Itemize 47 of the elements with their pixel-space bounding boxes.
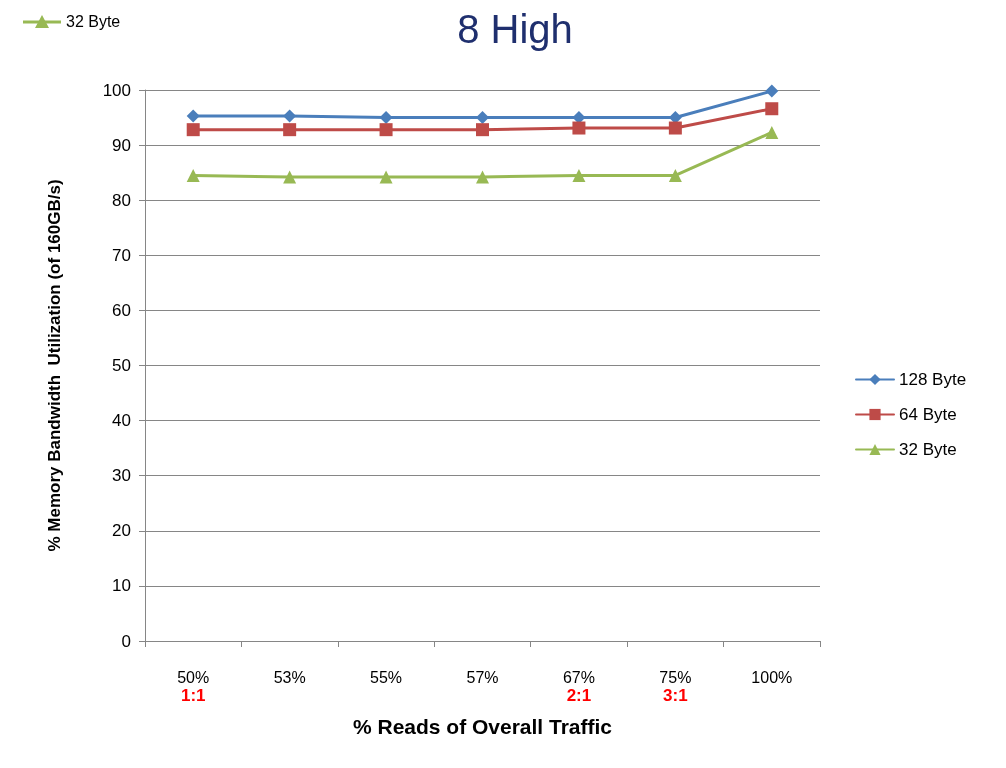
point (379, 123, 393, 137)
point (765, 125, 779, 139)
y-axis-title: % Memory Bandwidth Utilization (of 160GB/s) (45, 179, 64, 552)
y-tick-label: 70 (112, 245, 131, 265)
point (186, 168, 200, 182)
point (668, 121, 682, 135)
chart-title: 8 High (457, 7, 573, 51)
x-tick-label: 67% (562, 668, 595, 686)
x-tick-label: 100% (751, 668, 793, 686)
y-tick-label: 90 (112, 135, 131, 155)
legend-label: 64 Byte (899, 405, 957, 424)
point (379, 111, 393, 125)
point (283, 123, 297, 137)
point (283, 109, 297, 123)
point (765, 84, 779, 98)
point (186, 123, 200, 137)
point (476, 123, 489, 137)
x-tick-label: 50% (177, 668, 210, 686)
point (379, 170, 393, 184)
y-tick-label: 100 (102, 80, 131, 100)
point (572, 168, 586, 182)
y-tick-label: 80 (112, 190, 131, 210)
point (476, 170, 489, 184)
point (668, 168, 682, 182)
x-tick-label: 55% (370, 668, 403, 686)
partial-legend: 32 Byte (22, 13, 121, 31)
y-tick-label: 10 (112, 576, 131, 596)
point (186, 109, 200, 123)
x-axis-title: % Reads of Overall Traffic (352, 715, 613, 738)
x-tick-label: 57% (466, 668, 499, 686)
text: 3:1 (663, 686, 688, 705)
point (283, 170, 297, 184)
point (476, 111, 489, 125)
legend-label: 32 Byte (899, 440, 957, 459)
point (572, 121, 586, 135)
y-tick-label: 0 (121, 631, 131, 651)
y-tick-label: 20 (112, 521, 131, 541)
point (765, 102, 779, 116)
y-tick-label: 60 (112, 300, 131, 320)
x-tick-label: 75% (659, 668, 692, 686)
text: 1:1 (180, 686, 206, 705)
x-tick-label: 53% (273, 668, 306, 686)
y-tick-label: 40 (112, 411, 131, 431)
y-tick-label: 30 (112, 466, 131, 486)
text: 2:1 (566, 686, 592, 705)
y-tick-label: 50 (112, 356, 131, 375)
legend-label: 128 Byte (899, 370, 967, 389)
